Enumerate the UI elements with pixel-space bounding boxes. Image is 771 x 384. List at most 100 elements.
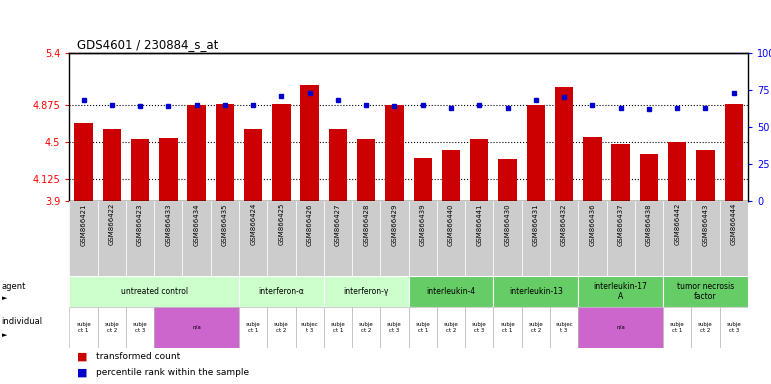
Text: GSM866431: GSM866431 — [533, 203, 539, 246]
Bar — [239, 307, 268, 348]
Text: GSM866443: GSM866443 — [702, 203, 709, 246]
Bar — [324, 201, 352, 276]
Text: interleukin-13: interleukin-13 — [509, 287, 563, 296]
Bar — [611, 144, 630, 201]
Text: subje
ct 2: subje ct 2 — [359, 322, 374, 333]
Text: individual: individual — [2, 317, 42, 326]
Bar — [668, 142, 686, 201]
Text: ■: ■ — [77, 368, 88, 378]
Bar — [692, 201, 719, 276]
Text: subje
ct 1: subje ct 1 — [246, 322, 261, 333]
Bar — [522, 201, 550, 276]
Text: GSM866439: GSM866439 — [419, 203, 426, 246]
Bar — [719, 307, 748, 348]
Bar — [522, 307, 550, 348]
Bar — [527, 105, 545, 201]
Text: GSM866424: GSM866424 — [250, 203, 256, 245]
Bar — [380, 201, 409, 276]
Bar — [295, 307, 324, 348]
Text: n/a: n/a — [616, 325, 625, 330]
Text: GSM866428: GSM866428 — [363, 203, 369, 246]
Bar — [357, 139, 375, 201]
Bar — [131, 139, 150, 201]
Bar — [498, 159, 517, 201]
Text: subje
ct 3: subje ct 3 — [133, 322, 147, 333]
Text: ■: ■ — [77, 352, 88, 362]
Bar — [301, 84, 319, 201]
Text: interleukin-4: interleukin-4 — [426, 287, 476, 296]
Bar — [719, 201, 748, 276]
Text: subje
ct 2: subje ct 2 — [443, 322, 459, 333]
Bar — [663, 307, 692, 348]
Text: subje
ct 2: subje ct 2 — [528, 322, 544, 333]
Text: interferon-γ: interferon-γ — [344, 287, 389, 296]
Bar — [187, 105, 206, 201]
Text: GSM866427: GSM866427 — [335, 203, 341, 246]
Bar — [493, 276, 578, 307]
Bar — [126, 307, 154, 348]
Bar — [103, 129, 121, 201]
Text: GSM866426: GSM866426 — [307, 203, 313, 246]
Text: subje
ct 2: subje ct 2 — [274, 322, 289, 333]
Bar — [413, 159, 432, 201]
Bar — [493, 307, 522, 348]
Bar — [69, 276, 239, 307]
Bar — [98, 201, 126, 276]
Text: GSM866430: GSM866430 — [504, 203, 510, 246]
Bar — [216, 104, 234, 201]
Text: subje
ct 3: subje ct 3 — [387, 322, 402, 333]
Bar — [555, 88, 574, 201]
Text: GSM866422: GSM866422 — [109, 203, 115, 245]
Bar — [380, 307, 409, 348]
Bar — [550, 307, 578, 348]
Text: GSM866421: GSM866421 — [80, 203, 86, 246]
Bar — [437, 201, 465, 276]
Text: ►: ► — [2, 333, 7, 338]
Text: n/a: n/a — [192, 325, 201, 330]
Bar — [244, 129, 262, 201]
Text: GSM866438: GSM866438 — [646, 203, 652, 246]
Bar — [640, 154, 658, 201]
Bar — [437, 307, 465, 348]
Text: ►: ► — [2, 295, 7, 301]
Bar — [578, 307, 663, 348]
Bar — [154, 307, 239, 348]
Text: subjec
t 3: subjec t 3 — [301, 322, 318, 333]
Bar — [470, 139, 489, 201]
Bar — [352, 201, 380, 276]
Text: transformed count: transformed count — [96, 352, 180, 361]
Bar — [154, 201, 183, 276]
Bar — [324, 307, 352, 348]
Bar — [268, 307, 295, 348]
Bar — [663, 276, 748, 307]
Bar — [98, 307, 126, 348]
Bar — [663, 201, 692, 276]
Text: GSM866425: GSM866425 — [278, 203, 284, 245]
Bar — [126, 201, 154, 276]
Bar — [386, 105, 404, 201]
Text: subje
ct 2: subje ct 2 — [698, 322, 713, 333]
Bar — [328, 129, 347, 201]
Text: GSM866429: GSM866429 — [392, 203, 398, 246]
Bar — [183, 201, 210, 276]
Bar — [578, 201, 607, 276]
Bar — [635, 201, 663, 276]
Text: GSM866437: GSM866437 — [618, 203, 624, 246]
Bar — [268, 201, 295, 276]
Text: GSM866436: GSM866436 — [589, 203, 595, 246]
Text: interferon-α: interferon-α — [258, 287, 305, 296]
Text: subje
ct 1: subje ct 1 — [331, 322, 345, 333]
Text: GSM866435: GSM866435 — [222, 203, 228, 246]
Bar — [696, 150, 715, 201]
Bar — [74, 123, 93, 201]
Text: interleukin-17
A: interleukin-17 A — [594, 282, 648, 301]
Bar — [692, 307, 719, 348]
Bar — [725, 104, 743, 201]
Text: untreated control: untreated control — [120, 287, 188, 296]
Text: agent: agent — [2, 282, 26, 291]
Text: subje
ct 2: subje ct 2 — [104, 322, 120, 333]
Text: subje
ct 3: subje ct 3 — [726, 322, 741, 333]
Bar — [465, 201, 493, 276]
Bar — [239, 276, 324, 307]
Bar — [272, 104, 291, 201]
